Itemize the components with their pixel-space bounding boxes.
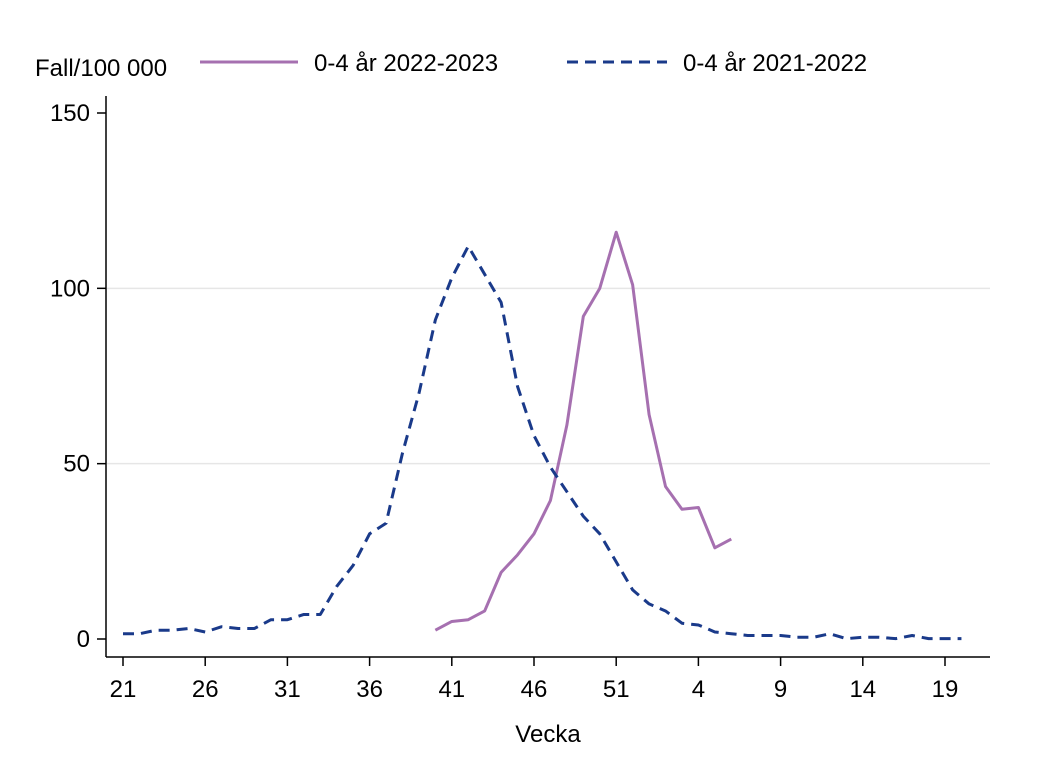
x-tick-label-10: 19: [932, 676, 959, 703]
x-tick-label-4: 41: [438, 676, 465, 703]
series-line-0: [434, 230, 732, 632]
x-tick-label-7: 4: [692, 676, 705, 703]
x-tick-label-5: 46: [521, 676, 548, 703]
series-layer: [123, 230, 962, 641]
legend-label-series-0: 0-4 år 2022-2023: [314, 50, 498, 77]
x-tick-label-6: 51: [603, 676, 630, 703]
x-tick-label-1: 26: [192, 676, 219, 703]
x-tick-label-3: 36: [356, 676, 383, 703]
x-tick-label-8: 9: [774, 676, 787, 703]
legend: 0-4 år 2022-2023 0-4 år 2021-2022: [200, 50, 867, 77]
y-tick-label-0: 0: [77, 626, 90, 653]
legend-label-series-1: 0-4 år 2021-2022: [683, 50, 867, 77]
x-ticks: 21 26 31 36 41 46 51 4 9 14 19: [110, 657, 959, 703]
grid: [107, 287, 990, 465]
x-tick-label-2: 31: [274, 676, 301, 703]
x-tick-label-9: 14: [849, 676, 876, 703]
y-tick-label-150: 150: [50, 100, 90, 127]
series-line-1: [123, 244, 962, 641]
y-ticks: 0 50 100 150: [50, 100, 106, 653]
x-tick-label-0: 21: [110, 676, 137, 703]
y-axis-label: Fall/100 000: [35, 55, 167, 82]
y-tick-label-100: 100: [50, 275, 90, 302]
y-tick-label-50: 50: [63, 451, 90, 478]
x-axis-label: Vecka: [515, 721, 581, 748]
